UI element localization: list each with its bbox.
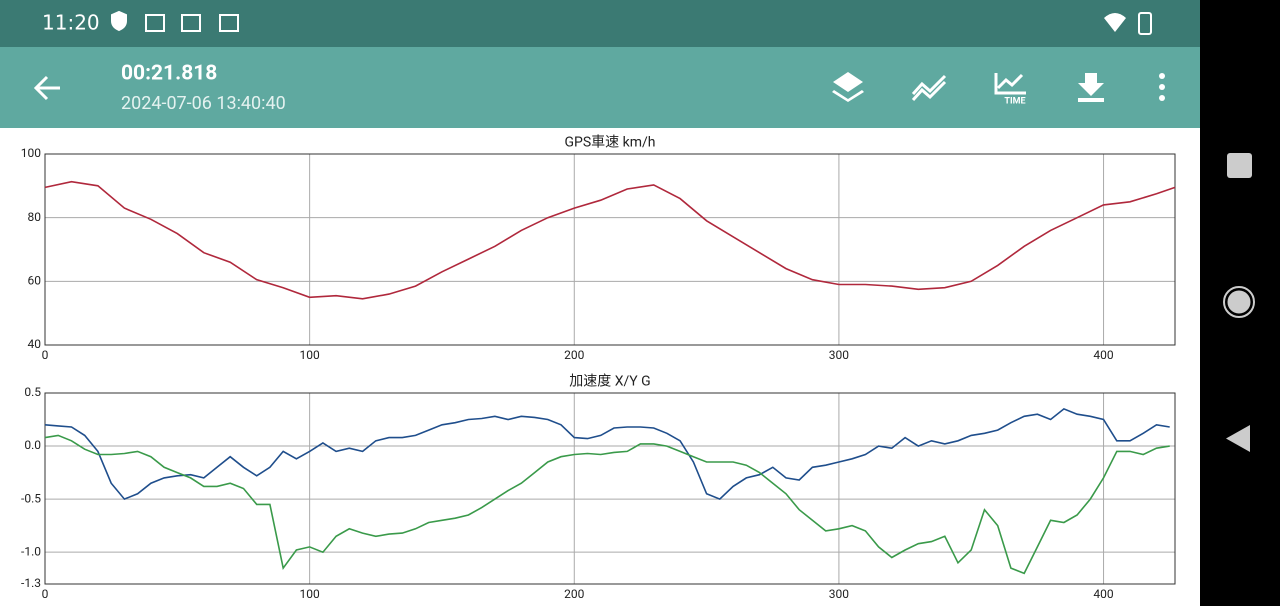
app-bar (0, 47, 1200, 128)
x-tick-label: 0 (42, 348, 49, 362)
x-tick-label: 400 (1093, 348, 1113, 362)
time-label: TIME (1004, 96, 1025, 106)
plot-area (45, 393, 1175, 584)
data-line (44, 434, 1170, 575)
battery-icon (1138, 12, 1152, 35)
x-tick-label: 400 (1093, 587, 1113, 601)
back-button[interactable] (33, 75, 60, 101)
x-tick-label: 100 (300, 348, 320, 362)
x-tick-label: 200 (564, 587, 584, 601)
x-tick-label: 300 (829, 348, 849, 362)
app-title: 00:21.818 (121, 62, 217, 86)
x-tick-label: 200 (564, 348, 584, 362)
chart-title: 加速度 X/Y G (569, 374, 650, 390)
x-tick-label: 300 (829, 587, 849, 601)
plot-area (45, 154, 1175, 345)
plot-frame (44, 153, 1176, 346)
chart-title: GPS車速 km/h (564, 134, 655, 151)
y-tick-label: -1.0 (21, 544, 41, 558)
plot-frame (44, 392, 1176, 585)
y-tick-label: 100 (21, 146, 41, 160)
time-button[interactable]: TIME (994, 73, 1026, 106)
layers-button[interactable] (832, 72, 864, 102)
home-button[interactable] (1224, 287, 1254, 317)
y-tick-label: 0.5 (24, 385, 41, 399)
app-subtitle: 2024-07-06 13:40:40 (121, 93, 286, 114)
y-tick-label: -0.5 (21, 491, 41, 505)
data-line (44, 180, 1176, 300)
home-ring (1223, 286, 1255, 318)
status-time: 11:20 (42, 11, 100, 35)
recents-button[interactable] (1227, 153, 1252, 178)
back-nav-button[interactable] (1226, 425, 1250, 452)
x-tick-label: 100 (300, 587, 320, 601)
menu-button[interactable] (1159, 73, 1165, 101)
status-bar (0, 0, 1200, 47)
data-line (44, 407, 1170, 501)
download-button[interactable] (1078, 73, 1104, 102)
chart-button[interactable] (911, 74, 947, 102)
status-icons (111, 10, 239, 32)
y-tick-label: -1.3 (21, 576, 41, 590)
wifi-icon (1104, 13, 1126, 32)
y-tick-label: 60 (28, 274, 42, 288)
x-tick-label: 0 (42, 587, 49, 601)
y-tick-label: 40 (28, 337, 42, 351)
charts: GPS車速 km/h 40 60 80 100 0 100 200 300 400 加速度 X/Y … (21, 134, 1176, 601)
y-tick-label: 80 (28, 210, 42, 224)
y-tick-label: 0.0 (24, 438, 41, 452)
